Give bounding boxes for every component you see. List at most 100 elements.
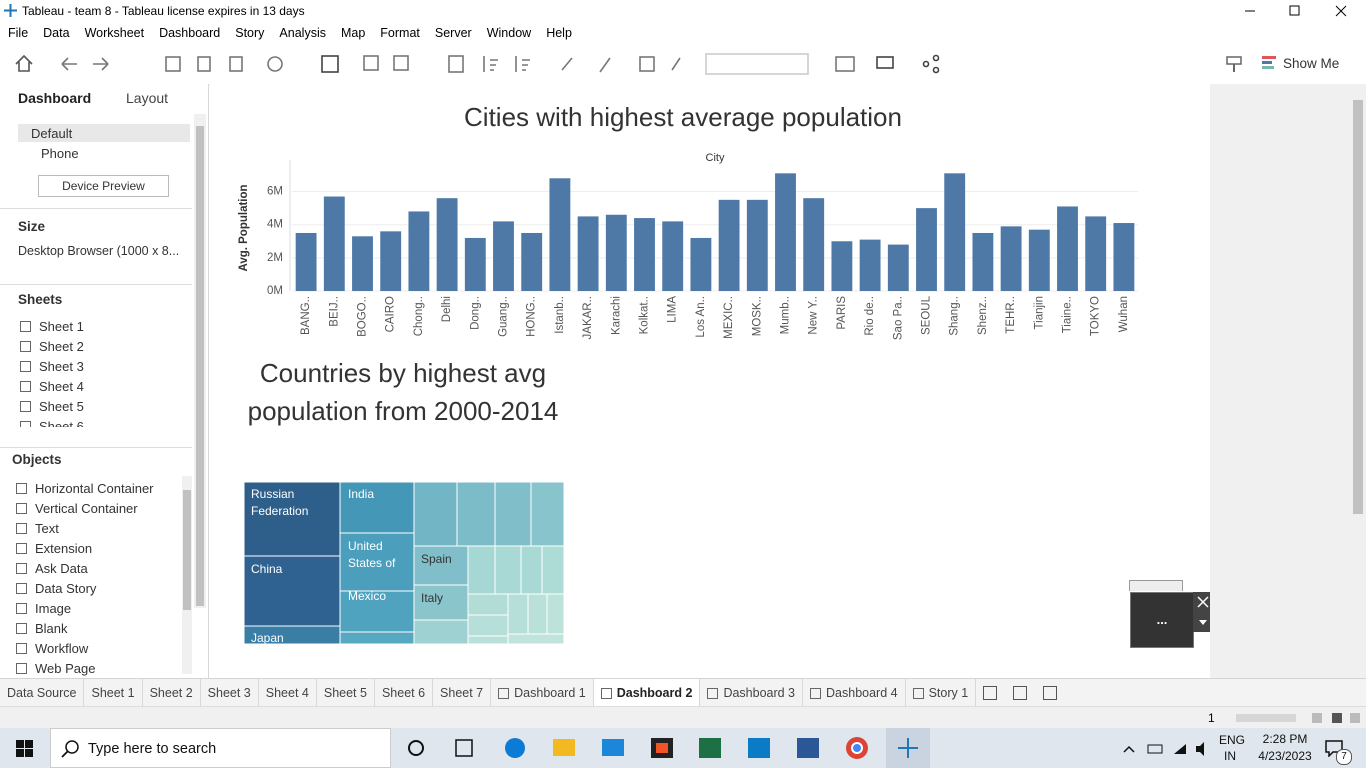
objects-scrollbar[interactable] (182, 476, 192, 674)
bar[interactable] (1113, 223, 1135, 291)
object-item[interactable]: Data Story (16, 581, 96, 596)
menu-item[interactable]: Worksheet (84, 26, 145, 40)
toolbar-icons[interactable] (0, 44, 960, 84)
sheet-tab[interactable]: Sheet 3 (201, 679, 259, 707)
menu-item[interactable]: Server (434, 26, 472, 40)
show-me-icon[interactable] (1262, 55, 1278, 71)
bar[interactable] (464, 237, 486, 291)
notification-count[interactable]: 7 (1336, 749, 1352, 765)
object-item[interactable]: Image (16, 601, 71, 616)
object-item[interactable]: Horizontal Container (16, 481, 154, 496)
bar[interactable] (408, 211, 430, 291)
search-box[interactable]: Type here to search (50, 728, 391, 768)
bar[interactable] (690, 237, 712, 291)
popup[interactable]: ... (1130, 592, 1194, 648)
bar[interactable] (1057, 206, 1078, 291)
sheet-tab[interactable]: Story 1 (906, 679, 977, 707)
sheet-tab[interactable]: Sheet 4 (259, 679, 317, 707)
navigation-controls[interactable] (1236, 711, 1362, 725)
dashboard-tab[interactable]: Dashboard (18, 90, 92, 106)
menu-item[interactable]: Data (43, 26, 70, 40)
taskbar-apps[interactable] (400, 728, 940, 768)
menu-item[interactable]: Dashboard (159, 26, 221, 40)
bar[interactable] (605, 214, 627, 291)
bar[interactable] (634, 218, 655, 291)
system-tray-icons[interactable] (1120, 740, 1210, 758)
bar[interactable] (295, 232, 317, 291)
sheet-item[interactable]: Sheet 3 (20, 359, 84, 374)
bar[interactable] (493, 221, 514, 291)
sheet-tab[interactable]: Dashboard 3 (700, 679, 804, 707)
sheet-tab[interactable]: Dashboard 4 (803, 679, 906, 707)
treemap-label[interactable]: India (348, 487, 374, 501)
bar[interactable] (972, 232, 994, 291)
bar[interactable] (1085, 216, 1107, 291)
device-preview-button[interactable]: Device Preview (38, 175, 169, 197)
menu-item[interactable]: File (8, 26, 29, 40)
treemap-label[interactable]: Russian Federation (251, 487, 308, 518)
object-item[interactable]: Extension (16, 541, 92, 556)
layout-tab[interactable]: Layout (126, 90, 169, 106)
object-item[interactable]: Ask Data (16, 561, 88, 576)
bar[interactable] (916, 208, 937, 291)
popup-handle[interactable] (1129, 580, 1183, 591)
bar[interactable] (549, 178, 571, 291)
menu-item[interactable]: Format (380, 26, 420, 40)
sheet-item[interactable]: Sheet 6 (20, 419, 84, 427)
bar[interactable] (831, 241, 853, 291)
treemap-label[interactable]: China (251, 562, 283, 576)
bar[interactable] (887, 244, 909, 291)
vertical-scrollbar[interactable] (1350, 84, 1366, 678)
bar[interactable] (323, 196, 345, 291)
bar[interactable] (662, 221, 684, 291)
treemap-label[interactable]: Mexico (348, 589, 386, 603)
bar[interactable] (521, 232, 543, 291)
menu-item[interactable]: Window (486, 26, 532, 40)
menu-item[interactable]: Help (546, 26, 572, 40)
object-item[interactable]: Text (16, 521, 59, 536)
bar[interactable] (944, 173, 966, 291)
sheet-tab[interactable]: Sheet 2 (143, 679, 201, 707)
start-button[interactable] (16, 740, 33, 757)
menu-item[interactable]: Map (340, 26, 366, 40)
popup-controls[interactable] (1193, 592, 1213, 632)
sheet-item[interactable]: Sheet 4 (20, 379, 84, 394)
object-item[interactable]: Workflow (16, 641, 88, 656)
bar[interactable] (436, 198, 458, 291)
show-me-button[interactable]: Show Me (1283, 56, 1340, 71)
treemap-label[interactable]: Italy (421, 591, 443, 605)
object-item[interactable]: Web Page (16, 661, 95, 676)
format-painter-icon[interactable] (1225, 54, 1245, 74)
sheet-tab[interactable]: Sheet 1 (84, 679, 143, 707)
treemap-label[interactable]: United States of (348, 539, 396, 570)
sheet-tab[interactable]: Sheet 5 (317, 679, 375, 707)
menu-item[interactable]: Analysis (279, 26, 326, 40)
menu-item[interactable]: Story (235, 26, 265, 40)
bar[interactable] (380, 231, 402, 291)
bar[interactable] (577, 216, 599, 291)
device-phone[interactable]: Phone (41, 146, 79, 161)
sheet-tab[interactable]: Sheet 6 (375, 679, 434, 707)
new-sheet-buttons[interactable] (976, 679, 1064, 707)
device-default[interactable]: Default (31, 126, 73, 141)
window-controls[interactable] (1240, 3, 1360, 19)
sheet-tab[interactable]: Data Source (0, 679, 85, 707)
bar[interactable] (1028, 229, 1050, 291)
object-item[interactable]: Vertical Container (16, 501, 138, 516)
clock-date[interactable]: 4/23/2023 (1258, 749, 1312, 763)
side-scrollbar[interactable] (194, 114, 206, 608)
notification-icon[interactable] (1325, 739, 1343, 757)
sheet-tab[interactable]: Dashboard 2 (593, 679, 701, 707)
sheet-tab[interactable]: Sheet 7 (433, 679, 492, 707)
treemap-label[interactable]: Spain (421, 552, 452, 566)
sheet-tab[interactable]: Dashboard 1 (491, 679, 594, 707)
sheet-item[interactable]: Sheet 5 (20, 399, 84, 414)
object-item[interactable]: Blank (16, 621, 68, 636)
sheet-item[interactable]: Sheet 2 (20, 339, 84, 354)
bar[interactable] (746, 199, 768, 291)
clock-time[interactable]: 2:28 PM (1262, 732, 1308, 746)
size-dropdown[interactable]: Desktop Browser (1000 x 8... (18, 244, 180, 258)
bar[interactable] (1000, 226, 1022, 291)
bar[interactable] (803, 198, 825, 291)
input-region[interactable]: IN (1224, 749, 1236, 763)
